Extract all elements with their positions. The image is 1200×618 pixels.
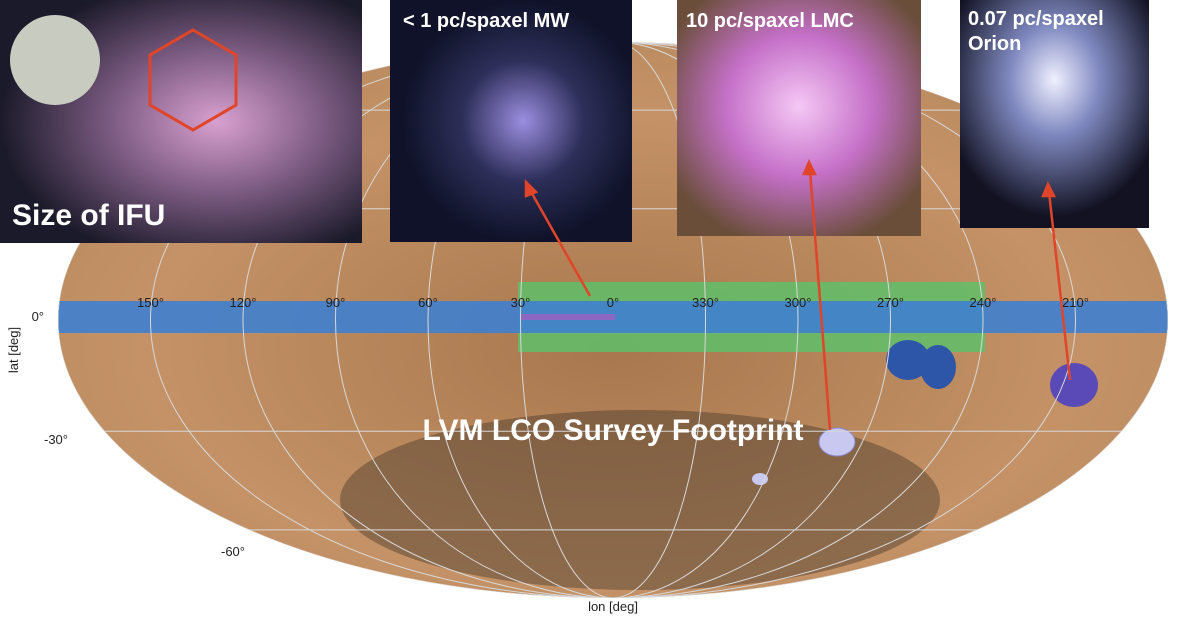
x-axis-label: lon [deg]	[588, 599, 638, 614]
moon	[10, 15, 100, 105]
inset-label: 0.07 pc/spaxel	[968, 8, 1104, 30]
inset-image	[677, 0, 921, 236]
ifu-hexagon	[148, 28, 238, 132]
insets: Size of IFU < 1 pc/spaxel MW 10 pc/spaxel …	[0, 0, 1149, 431]
lat-tick-label: -60°	[221, 544, 245, 559]
lon-tick-label: 30°	[511, 295, 531, 310]
inset-image	[960, 0, 1149, 228]
meridian	[150, 42, 1076, 598]
inset-image	[390, 0, 632, 242]
lon-tick-label: 90°	[326, 295, 346, 310]
pointer-arrows	[524, 158, 1072, 431]
lat-tick-label: 0°	[32, 309, 44, 324]
meridian	[427, 42, 799, 598]
annotation: LVM LCO Survey Footprint	[422, 414, 803, 447]
lon-tick-label: 240°	[970, 295, 997, 310]
y-axis-label: lat [deg]	[6, 327, 21, 373]
lon-tick-label: 0°	[607, 295, 619, 310]
lon-tick-label: 150°	[137, 295, 164, 310]
meridian	[335, 42, 891, 598]
inset-label: 10 pc/spaxel LMC	[686, 10, 854, 32]
meridian	[520, 42, 706, 598]
inset-label: Size of IFU	[12, 199, 165, 232]
inset-label: Orion	[968, 33, 1021, 55]
lon-tick-label: 270°	[877, 295, 904, 310]
meridian	[242, 42, 984, 598]
lon-tick-label: 60°	[418, 295, 438, 310]
lon-tick-label: 300°	[785, 295, 812, 310]
inset-label: < 1 pc/spaxel MW	[403, 10, 569, 32]
lat-tick-label: -30°	[44, 432, 68, 447]
lon-tick-label: 120°	[230, 295, 257, 310]
lon-tick-label: 330°	[692, 295, 719, 310]
lon-tick-label: 210°	[1062, 295, 1089, 310]
